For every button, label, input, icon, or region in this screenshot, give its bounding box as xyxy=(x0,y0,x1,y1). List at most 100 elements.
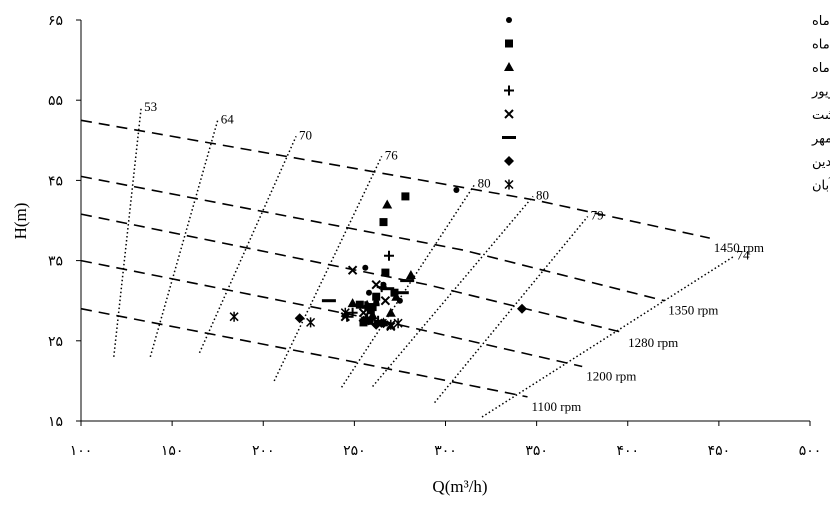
marker-shape xyxy=(504,62,514,71)
marker-shape xyxy=(504,156,514,166)
x-axis-title: Q(m³/h) xyxy=(432,477,487,496)
data-point xyxy=(321,299,336,303)
marker-shape xyxy=(366,289,372,296)
data-point xyxy=(379,218,388,227)
data-point xyxy=(358,307,369,318)
data-point xyxy=(371,279,381,290)
marker-shape xyxy=(517,303,527,314)
data-point xyxy=(378,318,389,329)
pump-curve-label: 1280 rpm xyxy=(628,335,678,350)
marker-shape xyxy=(342,311,353,322)
data-point xyxy=(380,287,395,291)
curve-labels-layer: 1450 rpm 1350 rpm 1280 rpm 1200 rpm 1100 rpm… xyxy=(144,99,764,414)
data-point xyxy=(365,316,373,325)
marker-shape xyxy=(401,192,410,201)
data-point xyxy=(347,298,358,308)
marker-shape xyxy=(505,39,513,48)
data-point xyxy=(391,291,402,301)
efficiency-curve-label: 53 xyxy=(144,99,157,114)
data-point xyxy=(362,264,369,271)
data-point xyxy=(366,289,372,296)
efficiency-curve-label: 80 xyxy=(478,175,491,190)
marker-shape xyxy=(380,295,391,306)
data-point xyxy=(381,268,390,277)
data-point xyxy=(371,319,382,330)
legend-label: نقطه کار هر طبقه از پمپ در ماه مهر xyxy=(811,132,830,147)
y-tick-label: ۲۵ xyxy=(48,334,63,350)
data-point xyxy=(390,288,399,297)
marker-shape xyxy=(358,307,369,318)
marker-shape xyxy=(362,264,369,271)
marker-shape xyxy=(379,218,388,227)
efficiency-curve-label: 70 xyxy=(299,127,312,142)
legend-label: نقطه کار هر طبقه از پمپ در ماه فروردین xyxy=(812,155,830,170)
marker-shape xyxy=(306,317,316,328)
axes-layer xyxy=(80,20,810,422)
data-point xyxy=(400,279,415,283)
x-tick-label: ۳۰۰ xyxy=(434,443,457,459)
data-point xyxy=(372,292,381,301)
marker-shape xyxy=(504,85,514,96)
y-tick-label: ۴۵ xyxy=(48,173,63,189)
marker-shape xyxy=(321,299,336,303)
pump-curve xyxy=(80,119,710,239)
data-point xyxy=(368,303,377,312)
data-point xyxy=(385,307,396,317)
marker-shape xyxy=(365,316,373,325)
data-point xyxy=(340,307,350,318)
pump-curve xyxy=(80,307,528,398)
data-point xyxy=(394,291,409,295)
data-point xyxy=(453,187,460,193)
marker-shape xyxy=(367,310,378,320)
y-tick-label: ۳۵ xyxy=(48,254,63,270)
efficiency-curve-label: 79 xyxy=(591,207,604,222)
legend-marker xyxy=(504,62,514,71)
efficiency-curve-label: 80 xyxy=(536,187,549,202)
marker-shape xyxy=(393,318,403,329)
data-point xyxy=(393,318,403,329)
marker-shape xyxy=(504,179,514,190)
marker-shape xyxy=(394,291,409,295)
legend-marker xyxy=(504,85,514,96)
x-tick-label: ۴۵۰ xyxy=(708,443,731,459)
legend-marker xyxy=(504,156,514,166)
marker-shape xyxy=(453,187,460,193)
efficiency-curve xyxy=(434,216,589,404)
x-tick-label: ۳۵۰ xyxy=(525,443,548,459)
legend: نقطه کار هر طبقه از پمپ در تیر ماه نقطه ک… xyxy=(502,14,830,194)
pump-curve xyxy=(80,213,625,334)
marker-shape xyxy=(347,265,358,275)
marker-shape xyxy=(390,288,399,297)
efficiency-curve xyxy=(372,195,534,387)
data-point xyxy=(386,319,396,330)
efficiency-curve xyxy=(273,155,383,382)
marker-shape xyxy=(371,319,382,330)
efficiency-curve-label: 74 xyxy=(736,248,750,263)
data-point xyxy=(365,303,380,307)
marker-shape xyxy=(381,268,390,277)
pump-curve-label: 1350 rpm xyxy=(668,303,718,318)
y-axis-title: H(m) xyxy=(11,203,30,240)
legend-label: نقطه کار هر طبقه از پمپ در ماه شهریور xyxy=(811,85,830,100)
data-point xyxy=(367,310,378,320)
data-point xyxy=(384,250,394,261)
data-point xyxy=(342,311,353,322)
legend-marker xyxy=(504,179,514,190)
marker-shape xyxy=(372,292,381,301)
pump-curve-label: 1450 rpm xyxy=(714,240,764,255)
marker-shape xyxy=(391,291,402,301)
marker-shape xyxy=(378,318,389,329)
legend-marker xyxy=(504,109,514,119)
y-tick-label: ۵۵ xyxy=(48,93,63,109)
marker-shape xyxy=(504,109,514,119)
data-point xyxy=(382,199,393,209)
data-point xyxy=(517,303,527,314)
x-tick-label: ۴۰۰ xyxy=(616,443,639,459)
marker-shape xyxy=(340,307,350,318)
marker-shape xyxy=(368,303,377,312)
ticks-layer: ۱۰۰ ۱۵۰ ۲۰۰ ۲۵۰ ۳۰۰ ۳۵۰ ۴۰۰ ۴۵۰ ۵۰۰ ۱۵ ۲۵ ۳۵ ۴۵ ۵۵ ۶۵ xyxy=(48,13,821,459)
legend-marker xyxy=(502,136,516,139)
data-point xyxy=(306,317,316,328)
marker-shape xyxy=(365,303,380,307)
